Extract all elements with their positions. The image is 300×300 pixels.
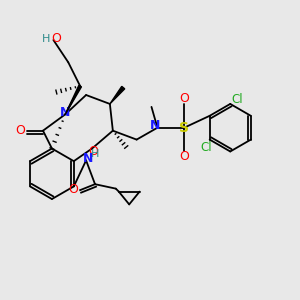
Text: O: O: [68, 183, 78, 196]
Text: H: H: [91, 149, 99, 159]
Text: O: O: [179, 150, 189, 163]
Text: N: N: [150, 119, 160, 132]
Polygon shape: [65, 85, 82, 114]
Text: Cl: Cl: [232, 93, 244, 106]
Polygon shape: [110, 86, 125, 104]
Text: N: N: [82, 152, 93, 164]
Text: O: O: [88, 145, 98, 158]
Text: S: S: [179, 121, 189, 135]
Text: Cl: Cl: [201, 141, 212, 154]
Text: O: O: [15, 124, 25, 137]
Text: H: H: [42, 34, 50, 44]
Text: N: N: [60, 106, 70, 119]
Text: O: O: [179, 92, 189, 105]
Text: O: O: [51, 32, 61, 45]
